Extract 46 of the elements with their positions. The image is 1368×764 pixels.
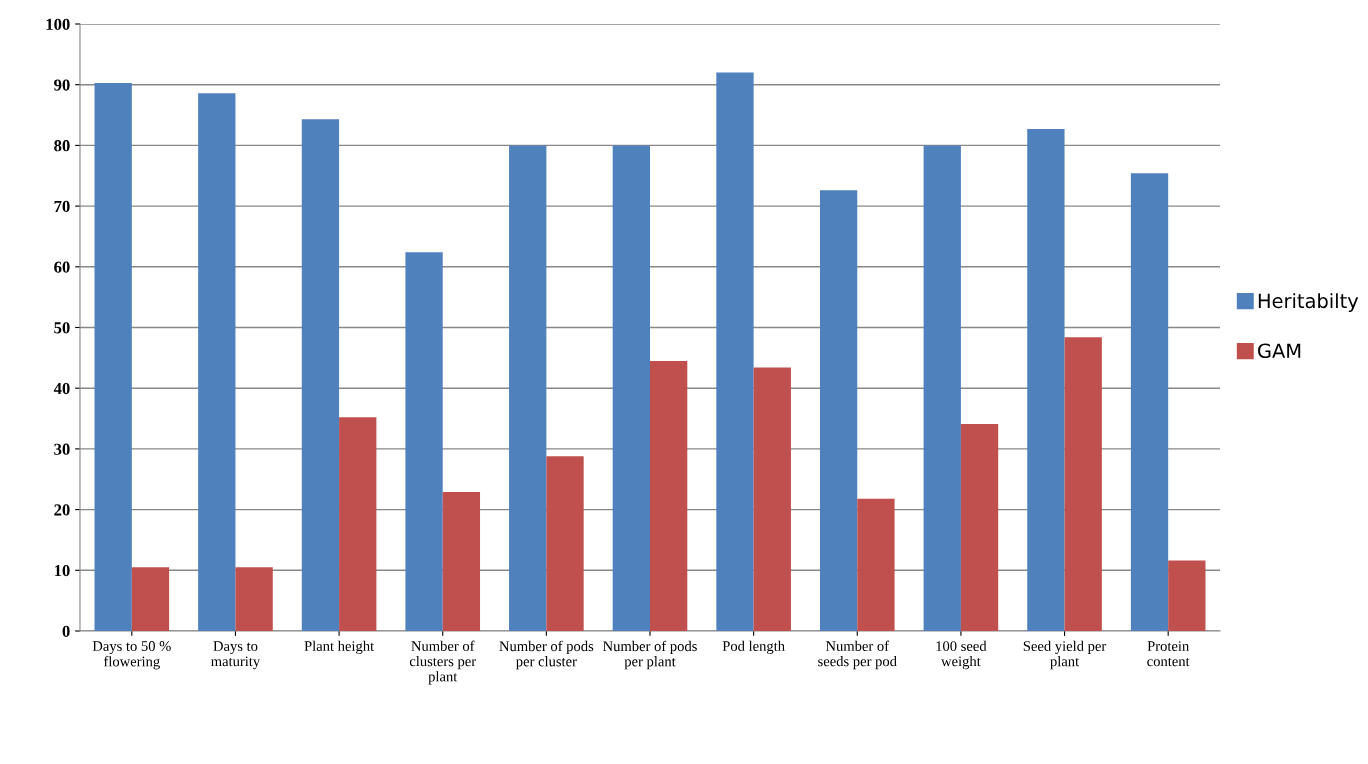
legend-label: Heritabilty (1258, 293, 1359, 312)
bar (405, 252, 443, 631)
x-tick-label: Number of pods per plant (603, 640, 697, 670)
bar (131, 567, 170, 631)
bar (612, 145, 650, 631)
x-tick-label: Number of pods per cluster (499, 640, 594, 670)
y-tick-label: 90 (54, 79, 70, 91)
x-tick-label: Days to 50 % flowering (92, 641, 171, 670)
y-tick-label: 100 (46, 18, 70, 30)
bar (339, 417, 377, 631)
bar (923, 145, 961, 631)
y-tick-label: 30 (54, 443, 70, 455)
y-tick-label: 80 (54, 140, 70, 152)
y-tick-label: 60 (54, 261, 70, 273)
bar (1064, 337, 1102, 631)
bar (509, 145, 547, 631)
x-tick-label: Days to maturity (211, 641, 261, 670)
bar (198, 93, 236, 631)
bar (650, 360, 688, 631)
y-tick-label: 70 (54, 200, 70, 213)
y-tick-label: 10 (54, 565, 70, 577)
bar (819, 190, 858, 631)
bar (716, 72, 754, 631)
x-tick-label: Pod length (722, 640, 785, 654)
bar (1168, 560, 1206, 631)
y-tick-label: 20 (54, 504, 70, 516)
y-tick-label: 50 (54, 322, 70, 334)
bar (442, 492, 481, 631)
bar (301, 119, 340, 631)
bar (546, 456, 584, 631)
bar (857, 498, 895, 631)
y-tick-label: 40 (53, 382, 70, 395)
bar (1027, 129, 1065, 631)
x-tick-label: Plant height (304, 640, 375, 654)
x-tick-label: Protein content (1147, 641, 1190, 667)
x-tick-label: Number of clusters per plant (409, 640, 476, 685)
y-tick-label: 0 (62, 625, 70, 637)
x-tick-label: Seed yield per plant (1023, 640, 1107, 670)
x-tick-label: 100 seed weight (936, 640, 987, 670)
bar (94, 82, 132, 631)
legend-label: GAM (1258, 343, 1301, 359)
bar (753, 367, 791, 631)
bar (1130, 173, 1169, 631)
bar (960, 424, 999, 631)
x-tick-label: Number of seeds per pod (818, 640, 897, 670)
bar (235, 567, 273, 631)
